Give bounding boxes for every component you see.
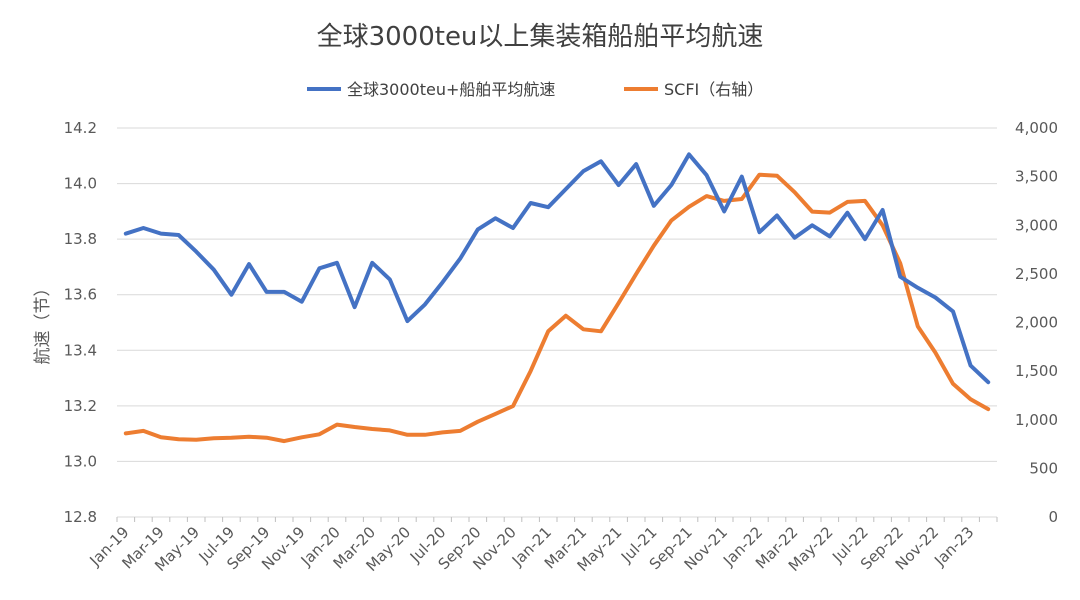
right-tick-label: 3,500 — [1015, 168, 1058, 186]
right-tick-label: 2,000 — [1015, 314, 1058, 332]
right-tick-label: 2,500 — [1015, 265, 1058, 283]
legend: 全球3000teu+船舶平均航速 SCFI（右轴） — [307, 80, 763, 99]
scfi-series-line — [123, 172, 991, 444]
left-axis-ticks: 12.8 13.0 13.2 13.4 13.6 13.8 14.0 14.2 — [64, 119, 97, 526]
right-tick-label: 0 — [1048, 508, 1058, 526]
left-tick-label: 14.0 — [64, 175, 97, 193]
y-axis-title: 航速（节） — [33, 280, 53, 365]
right-tick-label: 1,000 — [1015, 411, 1058, 429]
left-tick-label: 13.8 — [64, 230, 97, 248]
left-tick-label: 13.4 — [64, 341, 97, 359]
x-tick-label: Jan-23 — [930, 523, 977, 570]
chart-title: 全球3000teu以上集装箱船舶平均航速 — [317, 22, 764, 52]
series-layer — [123, 152, 991, 444]
right-tick-label: 500 — [1029, 459, 1058, 477]
right-axis-ticks: 0 500 1,000 1,500 2,000 2,500 3,000 3,500 4,000 — [1015, 119, 1058, 526]
right-tick-label: 4,000 — [1015, 119, 1058, 137]
left-tick-label: 14.2 — [64, 119, 97, 137]
left-tick-label: 13.0 — [64, 452, 97, 470]
left-tick-label: 13.2 — [64, 397, 97, 415]
gridlines — [117, 127, 997, 462]
right-tick-label: 1,500 — [1015, 362, 1058, 380]
right-tick-label: 3,000 — [1015, 216, 1058, 234]
legend-label-scfi: SCFI（右轴） — [664, 80, 763, 99]
legend-label-speed: 全球3000teu+船舶平均航速 — [347, 80, 555, 99]
speed-series-line — [123, 152, 991, 385]
x-axis: Jan-19Mar-19May-19Jul-19Sep-19Nov-19Jan-… — [86, 516, 998, 575]
left-tick-label: 12.8 — [64, 508, 97, 526]
left-tick-label: 13.6 — [64, 286, 97, 304]
